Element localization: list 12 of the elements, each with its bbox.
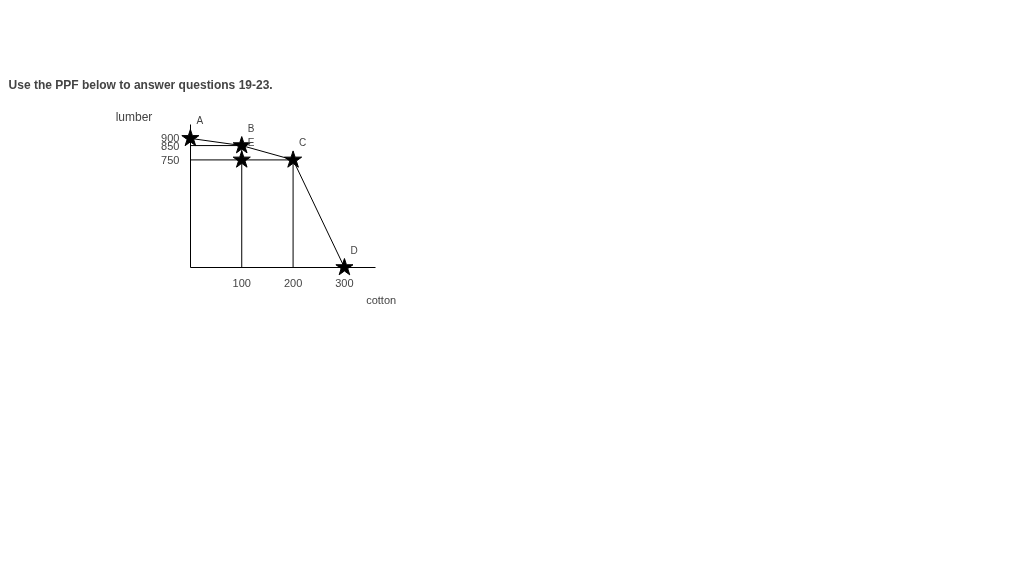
annotation: B: [247, 122, 255, 134]
x-tick-label: 200: [283, 276, 303, 289]
x-tick-label: 100: [232, 276, 251, 289]
x-tick-label: 300: [335, 276, 354, 289]
annotation: E: [247, 136, 255, 148]
annotation: A: [196, 115, 204, 127]
y-tick-label: 750: [161, 153, 180, 166]
y-axis-title: lumber: [115, 110, 153, 125]
x-axis-title: cotton: [366, 294, 397, 307]
chart-title: Use the PPF below to answer questions 19-23.: [8, 78, 273, 93]
annotation: D: [350, 244, 358, 256]
annotation: C: [299, 136, 307, 148]
